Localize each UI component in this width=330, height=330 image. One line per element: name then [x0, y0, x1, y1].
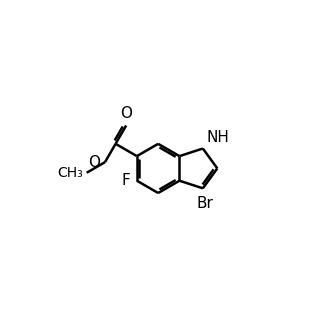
Text: Br: Br	[196, 196, 213, 211]
Text: O: O	[120, 106, 132, 121]
Text: NH: NH	[207, 130, 230, 145]
Text: CH₃: CH₃	[57, 166, 82, 180]
Text: O: O	[88, 155, 100, 170]
Text: F: F	[122, 173, 131, 188]
